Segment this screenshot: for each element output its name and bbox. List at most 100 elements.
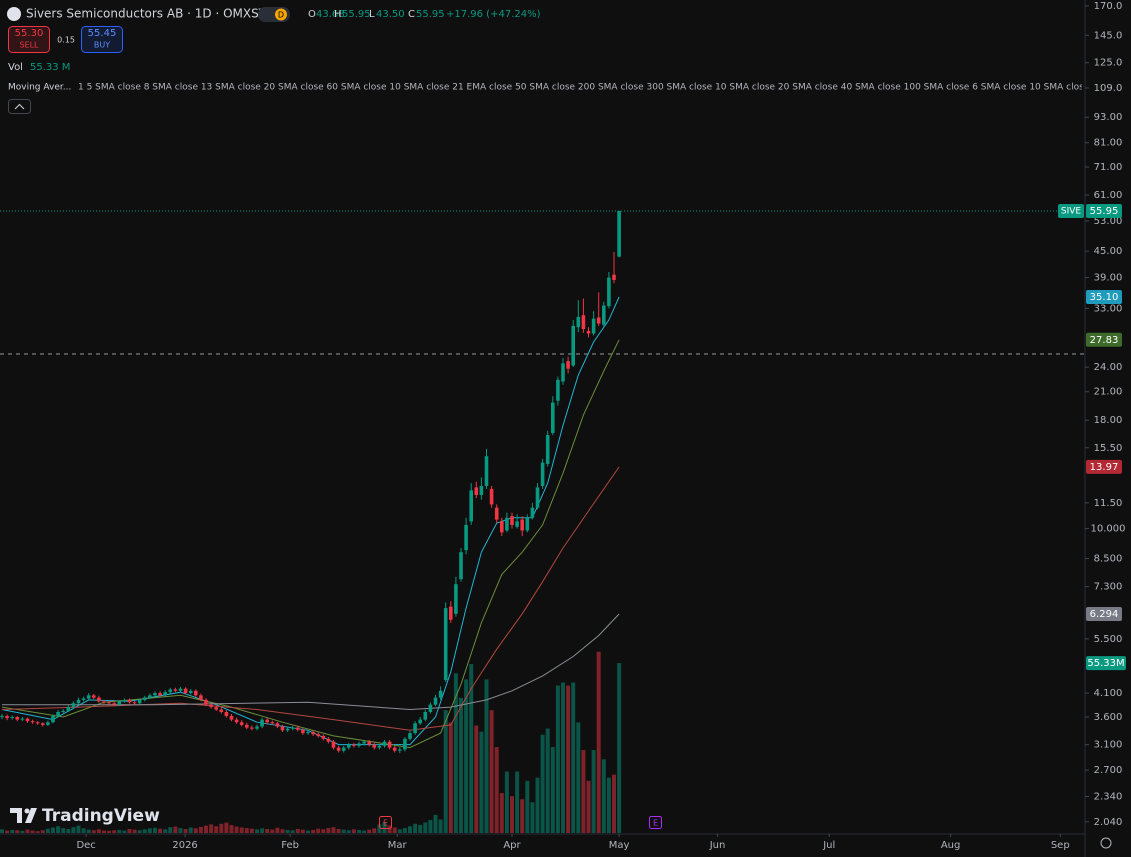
vol-value: 55.33 M <box>30 62 70 73</box>
y-tick-label: 15.50 <box>1094 443 1123 454</box>
candle-body <box>500 521 504 533</box>
candle-body <box>56 711 60 717</box>
ohlc-value: 55.95 <box>416 9 445 20</box>
ohlc-key: C <box>408 9 415 20</box>
candle-body <box>265 719 269 723</box>
logo-dot <box>24 808 30 814</box>
volume-bar <box>346 830 351 833</box>
volume-bar <box>224 822 229 833</box>
y-tick-label: 3.100 <box>1094 740 1123 751</box>
volume-bar <box>372 828 377 833</box>
candle-body <box>295 727 300 730</box>
volume-bar <box>530 802 535 833</box>
volume-bar <box>423 822 428 833</box>
candle-body <box>448 606 453 620</box>
flag-dot <box>275 8 287 21</box>
y-tick-label: 24.00 <box>1094 362 1123 373</box>
candle-body <box>505 517 509 531</box>
candle-body <box>301 729 305 734</box>
y-tick-label: 93.00 <box>1094 112 1123 123</box>
ma-label-bg <box>1086 606 1122 621</box>
candle-body <box>285 728 290 731</box>
y-tick-label: 39.00 <box>1094 273 1123 284</box>
candle-body <box>617 210 621 257</box>
volume-label-bg <box>1086 656 1126 671</box>
candle-body <box>193 690 198 696</box>
volume-bar <box>377 824 382 833</box>
ma-label-bg <box>1086 289 1122 304</box>
candle-body <box>576 316 581 328</box>
candle-body <box>30 721 35 723</box>
y-tick-label: 71.00 <box>1094 162 1123 173</box>
candle-body <box>489 488 494 505</box>
candle-body <box>76 699 81 704</box>
volume-bar <box>545 728 550 833</box>
moving-average <box>1 296 620 746</box>
candle-body <box>91 695 96 698</box>
candle-body <box>117 701 122 705</box>
volume-bar <box>137 830 142 833</box>
event-marker[interactable] <box>379 816 392 829</box>
volume-bar <box>214 826 219 833</box>
candle-body <box>556 379 560 401</box>
sell-button[interactable] <box>8 26 50 53</box>
volume-bar <box>15 830 20 833</box>
candle-body <box>566 361 570 369</box>
volume-bar <box>566 685 571 833</box>
ma-label: 27.83 <box>1090 335 1119 346</box>
candle-body <box>204 699 208 705</box>
candle-body <box>260 719 264 727</box>
event-marker[interactable] <box>649 816 662 829</box>
volume-bar <box>336 829 341 833</box>
volume-bar <box>367 829 372 833</box>
candle-body <box>510 516 514 525</box>
x-tick-label: Dec <box>76 840 95 851</box>
candle-body <box>520 519 525 531</box>
volume-bar <box>81 828 86 833</box>
volume-bar <box>581 750 586 833</box>
volume-bar <box>612 774 617 833</box>
ohlc-key: L <box>369 9 375 20</box>
candle-body <box>61 710 65 712</box>
candle-body <box>102 701 106 703</box>
ma-label: 13.97 <box>1090 462 1119 473</box>
volume-bar <box>561 682 566 833</box>
volume-bar <box>387 825 392 833</box>
candle-body <box>112 703 116 705</box>
candle-body <box>423 711 428 720</box>
candle-body <box>311 731 315 735</box>
volume-bar <box>295 829 300 833</box>
volume-bar <box>45 828 50 833</box>
volume-bar <box>407 826 412 833</box>
candle-body <box>209 704 213 708</box>
volume-bar <box>586 780 591 833</box>
candle-body <box>153 693 157 696</box>
volume-bar <box>152 827 157 833</box>
symbol-tag-bg <box>1058 203 1084 218</box>
buy-button[interactable] <box>81 26 123 53</box>
volume-bar <box>188 827 193 833</box>
volume-bar <box>576 722 581 833</box>
candle-body <box>326 738 331 742</box>
settings-icon[interactable] <box>1100 837 1112 849</box>
candle-body <box>377 745 382 748</box>
candle-body <box>15 717 20 720</box>
volume-bar <box>331 827 336 833</box>
candle-body <box>51 716 55 723</box>
candle-body <box>545 435 550 464</box>
volume-bar <box>147 828 152 833</box>
candle-body <box>270 722 275 724</box>
volume-bar <box>290 830 295 833</box>
candle-body <box>474 487 479 495</box>
candle-body <box>561 363 565 382</box>
volume-bar <box>413 823 418 833</box>
volume-bar <box>397 829 402 833</box>
collapse-button[interactable] <box>8 99 31 114</box>
candle-body <box>336 747 341 751</box>
volume-label: 55.33M <box>1087 658 1124 669</box>
volume-bar <box>520 799 525 833</box>
candle-body <box>25 718 30 722</box>
